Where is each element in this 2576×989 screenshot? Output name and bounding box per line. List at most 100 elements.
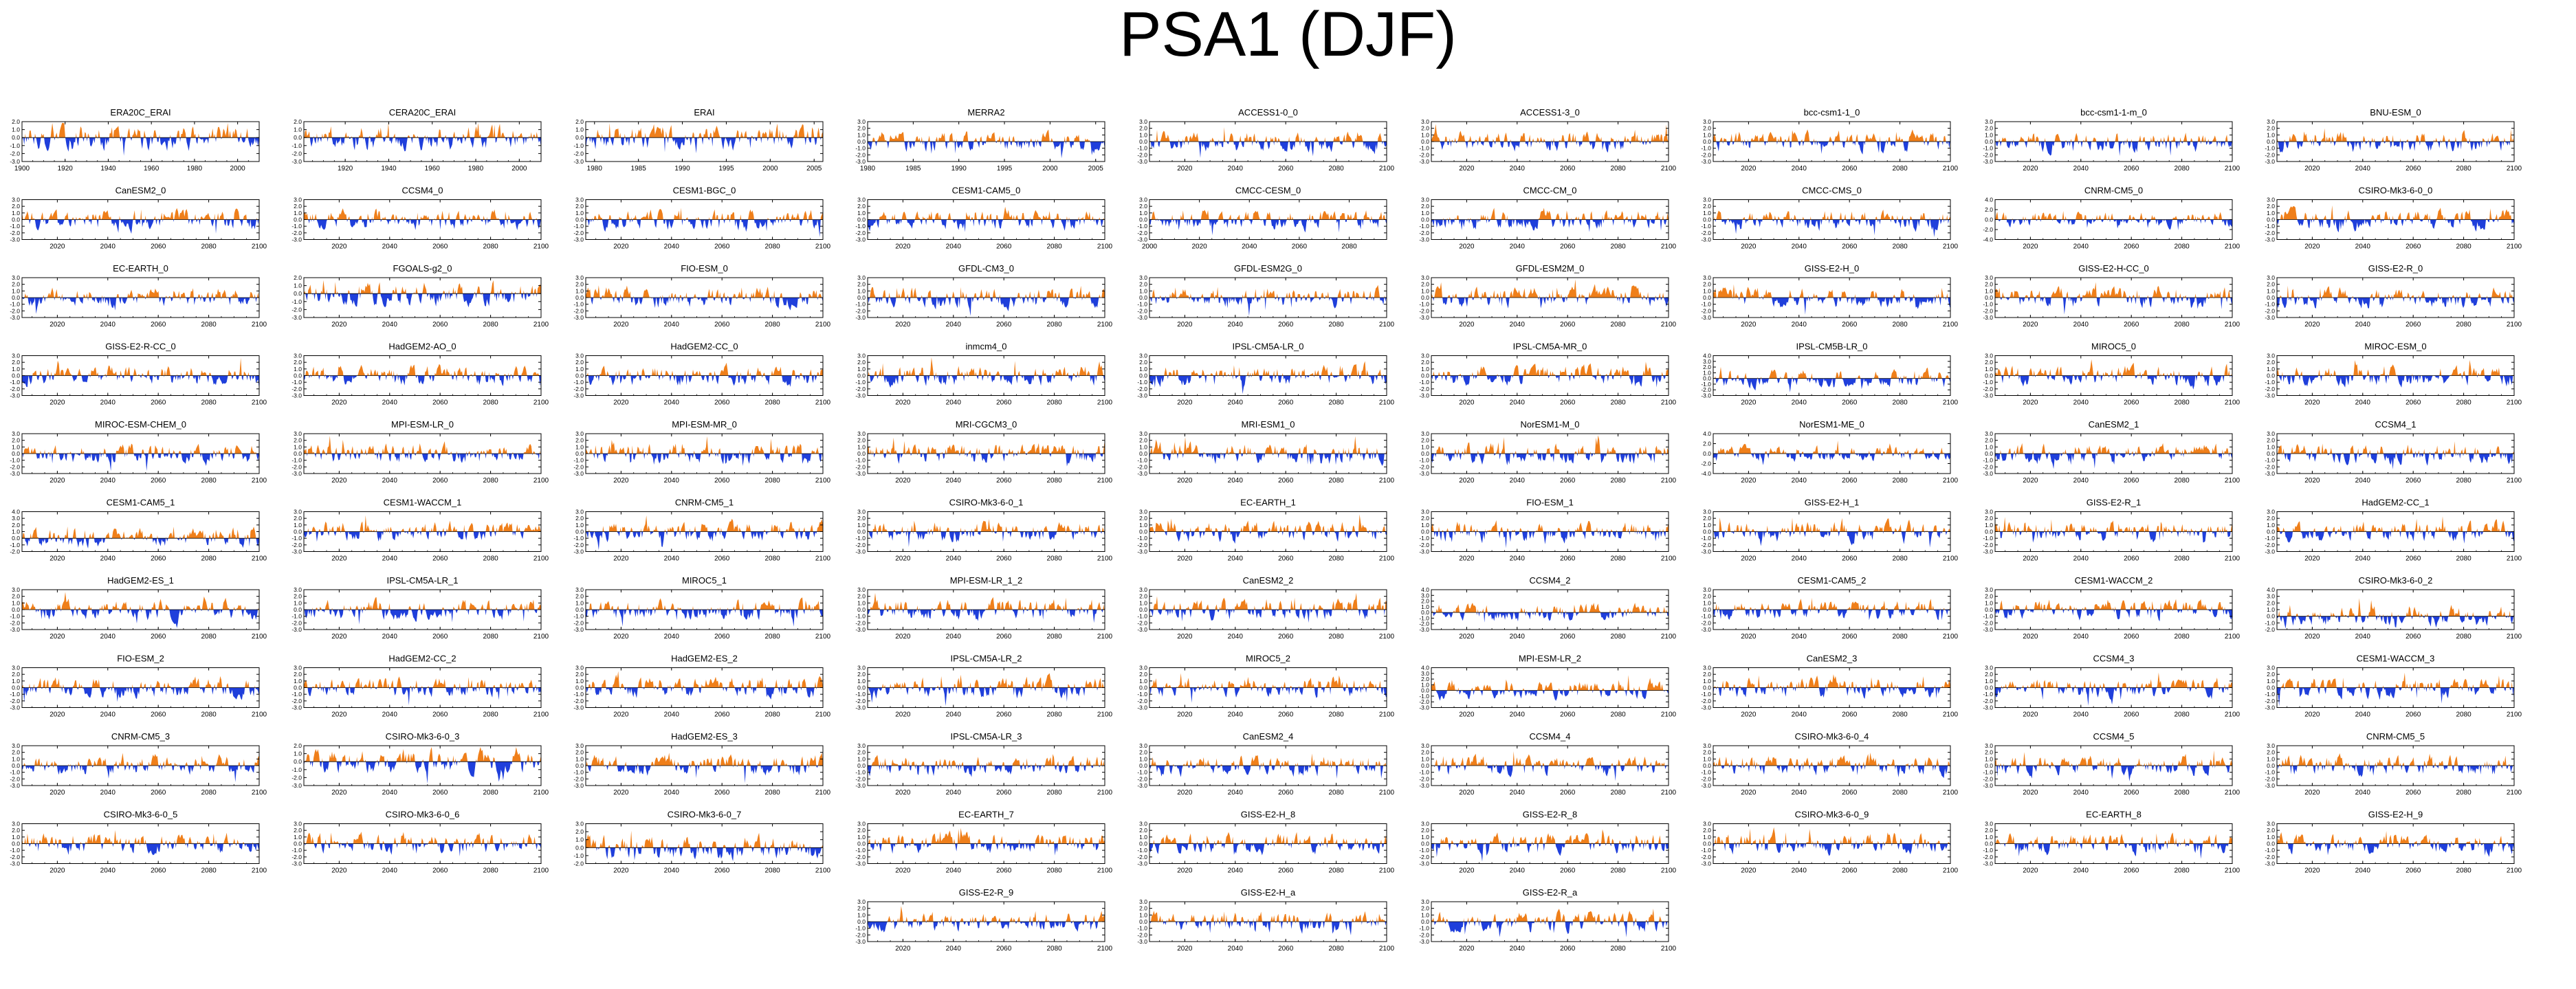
y-tick-label: 2.0 <box>2267 671 2275 678</box>
x-tick-label: 2080 <box>483 399 498 407</box>
positive-area <box>1995 359 2232 376</box>
x-tick-label: 2080 <box>1328 633 1344 641</box>
x-tick-label: 2100 <box>1097 477 1113 485</box>
panel-ccsm4-5: CCSM4_5 3.02.01.00.0-1.0-2.0-3.0 2020 2040 2… <box>1983 731 2240 797</box>
y-tick-label: 3.0 <box>1703 586 1711 593</box>
panel-noresm1-m-0: NorESM1-M_0 3.02.01.00.0-1.0-2.0-3.0 2020 2… <box>1419 419 1676 485</box>
x-tick-label: 2040 <box>664 633 680 641</box>
panel-gfdl-esm2g-0: GFDL-ESM2G_0 3.02.01.00.0-1.0-2.0-3.0 2020… <box>1137 263 1394 329</box>
y-tick-label: -2.0 <box>2265 151 2275 158</box>
x-tick-label: 2100 <box>2507 321 2522 329</box>
y-tick-label: 2.0 <box>1703 281 1711 288</box>
positive-area <box>1715 597 1950 610</box>
y-tick-label: 2.0 <box>2267 749 2275 756</box>
x-tick-label: 1990 <box>951 165 967 173</box>
x-tick-label: 2020 <box>49 789 65 797</box>
y-tick-label: 1.0 <box>1139 755 1147 762</box>
y-tick-label: 2.0 <box>1985 593 1993 600</box>
x-tick-label: 2100 <box>533 243 549 251</box>
negative-area <box>1433 531 1666 548</box>
negative-area <box>2277 616 2514 629</box>
x-tick-label: 2040 <box>100 477 116 485</box>
x-tick-label: 2020 <box>1741 633 1757 641</box>
y-tick-label: 0.0 <box>12 685 20 691</box>
x-tick-label: 2100 <box>2507 399 2522 407</box>
y-tick-label: 0.0 <box>1139 450 1147 457</box>
positive-area <box>588 122 823 138</box>
y-tick-label: -3.0 <box>573 392 584 399</box>
y-tick-label: -2.0 <box>291 698 302 704</box>
y-tick-label: -3.0 <box>10 860 20 867</box>
x-tick-label: 2040 <box>1792 243 1807 251</box>
y-tick-label: -2.0 <box>10 619 20 626</box>
x-tick-label: 2080 <box>1046 789 1062 797</box>
y-tick-label: 0.0 <box>575 529 584 535</box>
panel-title: CCSM4_5 <box>2093 731 2135 742</box>
y-tick-label: 1.0 <box>294 834 302 841</box>
x-tick-label: 1980 <box>860 165 876 173</box>
y-tick-label: -1.0 <box>1701 613 1711 620</box>
x-tick-label: 2100 <box>1661 399 1677 407</box>
x-tick-label: 2020 <box>1741 477 1757 485</box>
y-tick-label: 2.0 <box>12 118 20 125</box>
y-tick-label: -1.0 <box>1701 145 1711 152</box>
x-tick-label: 2080 <box>1046 399 1062 407</box>
y-tick-label: 2.0 <box>857 749 866 756</box>
positive-area <box>22 208 259 220</box>
y-tick-label: 3.0 <box>1703 742 1711 749</box>
x-tick-label: 2080 <box>201 243 217 251</box>
y-tick-label: 1.0 <box>1985 755 1993 762</box>
panel-title: CNRM-CM5_3 <box>111 731 170 742</box>
panel-fgoals-g2-0: FGOALS-g2_0 2.01.00.0-1.0-2.0-3.0 2020 2040… <box>291 263 549 329</box>
y-tick-label: -3.0 <box>1419 782 1429 789</box>
y-tick-label: 2.0 <box>2267 281 2275 288</box>
positive-area <box>868 357 1103 376</box>
positive-area <box>1433 362 1669 376</box>
x-tick-label: 2080 <box>2174 789 2190 797</box>
y-tick-label: 1.0 <box>1139 522 1147 529</box>
y-tick-label: -2.0 <box>291 230 302 236</box>
x-tick-label: 2060 <box>1560 165 1576 173</box>
panel-title: IPSL-CM5A-LR_3 <box>950 731 1022 742</box>
x-tick-label: 2080 <box>2456 711 2472 719</box>
x-tick-label: 2060 <box>151 399 166 407</box>
panel-title: MERRA2 <box>967 107 1004 118</box>
y-tick-label: 0.0 <box>12 841 20 847</box>
x-tick-label: 2080 <box>764 477 780 485</box>
x-tick-label: 1960 <box>425 165 441 173</box>
y-tick-label: 1.0 <box>12 529 20 535</box>
y-tick-label: -3.0 <box>1419 314 1429 321</box>
negative-area <box>304 375 541 386</box>
panel-title: CNRM-CM5_5 <box>2366 731 2425 742</box>
x-tick-label: 2100 <box>815 399 831 407</box>
panel-ec-earth-0: EC-EARTH_0 3.02.01.00.0-1.0-2.0-3.0 2020 20… <box>10 263 267 329</box>
x-tick-label: 2080 <box>201 633 217 641</box>
positive-area <box>588 597 819 610</box>
panel-title: CCSM4_4 <box>1530 731 1571 742</box>
panel-canesm2-0: CanESM2_0 3.02.01.00.0-1.0-2.0-3.0 2020 204… <box>10 186 267 251</box>
negative-area <box>1149 375 1387 395</box>
y-tick-label: 3.0 <box>12 515 20 522</box>
x-tick-label: 2020 <box>2023 711 2038 719</box>
panel-miroc5-2: MIROC5_2 3.02.01.00.0-1.0-2.0-3.0 2020 2040… <box>1137 654 1394 719</box>
y-tick-label: 1.0 <box>294 126 302 133</box>
panel-title: CMCC-CMS_0 <box>1802 186 1862 196</box>
x-tick-label: 2040 <box>1792 555 1807 563</box>
y-tick-label: -1.0 <box>2265 691 2275 698</box>
y-tick-label: 1.0 <box>575 366 584 373</box>
x-tick-label: 2080 <box>2456 321 2472 329</box>
x-tick-label: 2000 <box>1142 243 1158 251</box>
x-tick-label: 2020 <box>2304 477 2320 485</box>
y-tick-label: 0.0 <box>2267 762 2275 769</box>
y-tick-label: -2.0 <box>1419 307 1429 314</box>
y-tick-label: 0.0 <box>2267 294 2275 301</box>
y-tick-label: -3.0 <box>1701 548 1711 555</box>
x-tick-label: 2060 <box>2406 633 2421 641</box>
y-tick-label: 3.0 <box>1421 509 1429 515</box>
x-tick-label: 2040 <box>2355 711 2371 719</box>
y-tick-label: 2.0 <box>1703 203 1711 210</box>
x-tick-label: 2040 <box>2073 633 2089 641</box>
negative-area <box>1431 612 1669 623</box>
y-tick-label: 2.0 <box>1421 676 1429 682</box>
panel-csiro-mk3-6-0-4: CSIRO-Mk3-6-0_4 3.02.01.00.0-1.0-2.0-3.0 2… <box>1701 731 1958 797</box>
